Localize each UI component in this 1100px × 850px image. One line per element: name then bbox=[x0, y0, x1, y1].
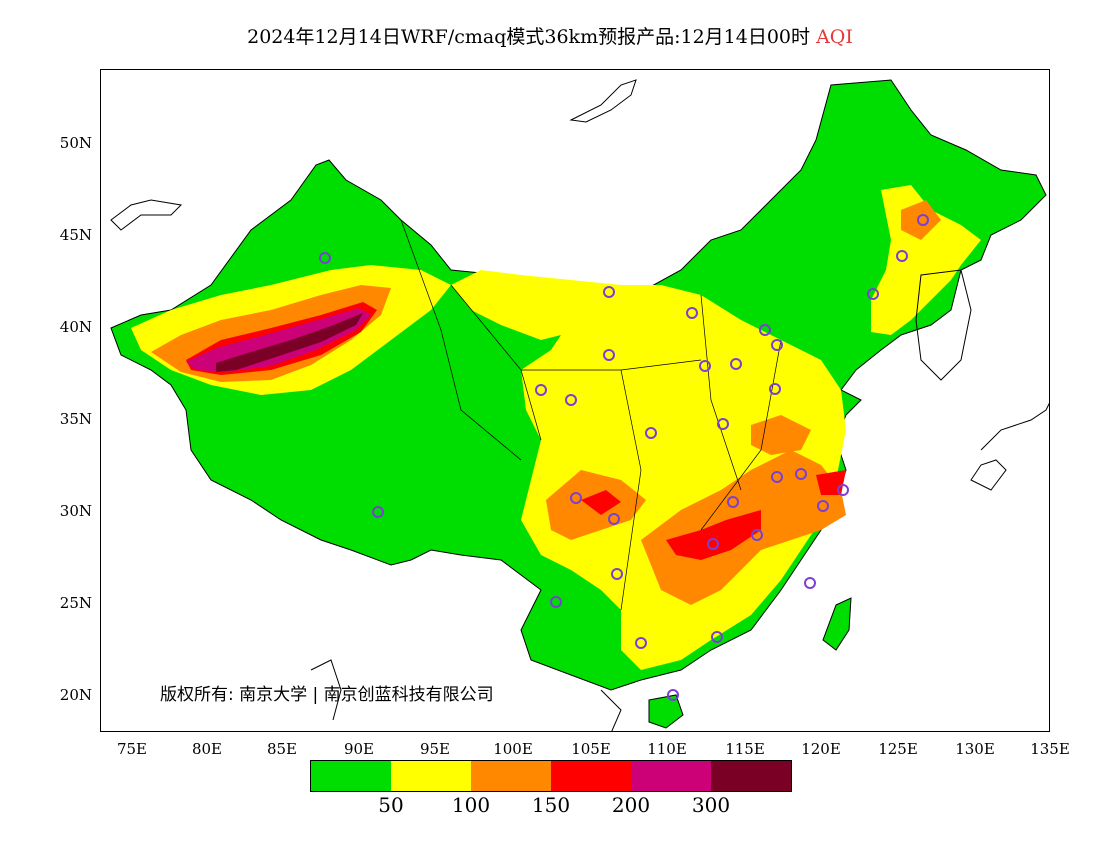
aqi-zone-usg-northeast bbox=[901, 200, 941, 240]
aqi-map bbox=[110, 79, 1049, 731]
station-marker bbox=[608, 513, 620, 525]
lon-label: 75E bbox=[116, 740, 148, 758]
station-marker bbox=[570, 492, 582, 504]
lake-balkhash-outline bbox=[110, 199, 183, 231]
lon-label: 110E bbox=[647, 740, 687, 758]
station-markers bbox=[319, 214, 929, 701]
lat-label: 50N bbox=[59, 134, 92, 152]
legend-label: 300 bbox=[691, 793, 731, 817]
station-marker bbox=[686, 307, 698, 319]
station-marker bbox=[645, 427, 657, 439]
legend-label: 150 bbox=[531, 793, 571, 817]
copyright-text: 版权所有: 南京大学 | 南京创蓝科技有限公司 bbox=[160, 685, 494, 705]
korea-outline bbox=[915, 269, 972, 381]
station-marker bbox=[804, 577, 816, 589]
station-marker bbox=[759, 324, 771, 336]
lat-label: 30N bbox=[59, 502, 92, 520]
station-marker bbox=[867, 288, 879, 300]
station-marker bbox=[565, 394, 577, 406]
station-marker bbox=[635, 637, 647, 649]
station-marker bbox=[769, 383, 781, 395]
lon-label: 115E bbox=[725, 740, 765, 758]
legend-label: 100 bbox=[451, 793, 491, 817]
aqi-zone-moderate-east bbox=[521, 285, 846, 670]
station-marker bbox=[603, 349, 615, 361]
legend-swatch bbox=[311, 761, 391, 791]
station-marker bbox=[751, 529, 763, 541]
lat-label: 25N bbox=[59, 594, 92, 612]
indochina-outline bbox=[310, 659, 622, 731]
map-panel bbox=[100, 69, 1050, 732]
lat-label: 20N bbox=[59, 686, 92, 704]
station-marker bbox=[699, 360, 711, 372]
lon-label: 105E bbox=[571, 740, 611, 758]
station-marker bbox=[837, 484, 849, 496]
lon-label: 120E bbox=[801, 740, 841, 758]
station-marker bbox=[896, 250, 908, 262]
aqi-zone-unhealthy-hunan bbox=[666, 510, 761, 560]
map-title: 2024年12月14日WRF/cmaq模式36km预报产品:12月14日00时 … bbox=[0, 22, 1100, 49]
legend-label: 200 bbox=[611, 793, 651, 817]
lon-label: 95E bbox=[419, 740, 451, 758]
lon-label: 85E bbox=[266, 740, 298, 758]
station-marker bbox=[771, 339, 783, 351]
aqi-zone-hazardous bbox=[216, 313, 363, 372]
aqi-zone-very-unhealthy bbox=[186, 308, 371, 372]
station-marker bbox=[730, 358, 742, 370]
station-marker bbox=[372, 506, 384, 518]
lon-label: 125E bbox=[878, 740, 918, 758]
station-marker bbox=[711, 631, 723, 643]
province-boundaries bbox=[400, 219, 782, 611]
station-marker bbox=[717, 418, 729, 430]
taiwan-island bbox=[822, 597, 852, 651]
lon-label: 100E bbox=[493, 740, 533, 758]
legend-swatch bbox=[711, 761, 791, 791]
lake-baikal-outline bbox=[569, 79, 637, 123]
station-marker bbox=[917, 214, 929, 226]
station-marker bbox=[535, 384, 547, 396]
station-marker bbox=[319, 252, 331, 264]
station-marker bbox=[817, 500, 829, 512]
aqi-zone-moderate-northeast bbox=[871, 185, 981, 335]
color-legend bbox=[310, 760, 792, 792]
lon-label: 90E bbox=[343, 740, 375, 758]
lon-label: 80E bbox=[191, 740, 223, 758]
legend-swatch bbox=[391, 761, 471, 791]
aqi-zone-usg-shandong bbox=[751, 415, 811, 455]
station-marker bbox=[771, 471, 783, 483]
lat-label: 35N bbox=[59, 410, 92, 428]
japan-outline bbox=[970, 402, 1049, 491]
station-marker bbox=[727, 496, 739, 508]
station-marker bbox=[795, 468, 807, 480]
station-marker bbox=[707, 538, 719, 550]
title-variable: AQI bbox=[816, 26, 853, 48]
aqi-zone-unhealthy-sichuan bbox=[581, 490, 621, 515]
lon-label: 130E bbox=[955, 740, 995, 758]
legend-swatch bbox=[631, 761, 711, 791]
title-text: 2024年12月14日WRF/cmaq模式36km预报产品:12月14日00时 bbox=[247, 26, 811, 48]
lat-label: 40N bbox=[59, 318, 92, 336]
station-marker bbox=[667, 689, 679, 701]
legend-label: 50 bbox=[378, 793, 404, 817]
station-marker bbox=[603, 286, 615, 298]
lon-label: 135E bbox=[1030, 740, 1070, 758]
hainan-island bbox=[648, 694, 684, 729]
station-marker bbox=[611, 568, 623, 580]
lat-label: 45N bbox=[59, 226, 92, 244]
station-marker bbox=[550, 596, 562, 608]
legend-swatch bbox=[551, 761, 631, 791]
legend-swatch bbox=[471, 761, 551, 791]
